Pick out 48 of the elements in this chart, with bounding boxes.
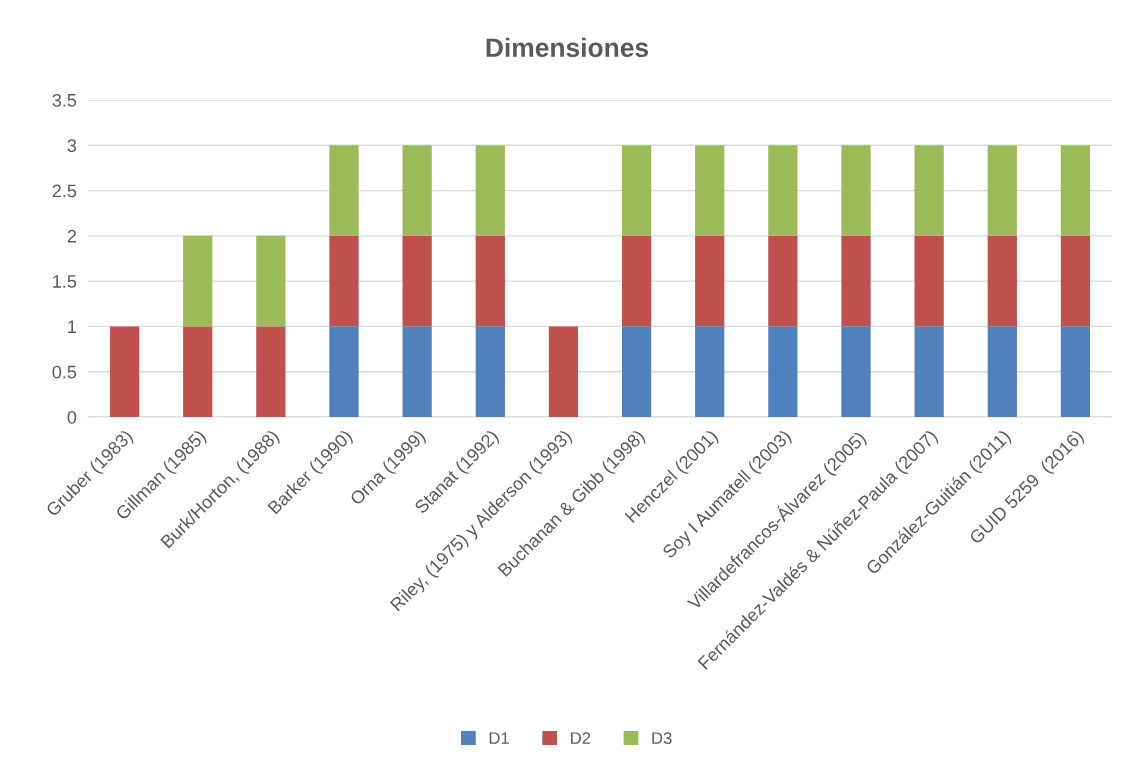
- bar: [1060, 326, 1091, 417]
- bar: [914, 326, 944, 417]
- bar: [548, 326, 579, 417]
- bar: [768, 326, 798, 417]
- bar: [768, 235, 798, 327]
- bar: [183, 326, 213, 417]
- y-tick-label: 1.5: [53, 275, 77, 288]
- bar: [109, 326, 140, 417]
- y-tick-label: 3.5: [52, 93, 77, 107]
- bar: [695, 326, 725, 417]
- y-tick-label: 2.5: [52, 184, 77, 198]
- bar: [695, 145, 725, 236]
- bar: [329, 326, 359, 417]
- bar: [621, 145, 652, 236]
- bar: [695, 235, 725, 327]
- y-tick-label: 1: [68, 320, 77, 333]
- bar: [841, 326, 871, 417]
- y-tick-label: 3: [67, 139, 77, 153]
- bar: [475, 326, 505, 417]
- bar: [914, 145, 944, 236]
- y-tick-label: 0: [67, 410, 77, 424]
- bar: [183, 235, 213, 327]
- y-tick-label: 2: [67, 229, 76, 243]
- bar: [987, 326, 1017, 417]
- bar: [475, 235, 505, 327]
- bar: [256, 235, 286, 327]
- bar: [402, 326, 432, 417]
- bar: [1060, 145, 1091, 236]
- y-tick-label: 0.5: [52, 365, 77, 379]
- bar: [841, 235, 871, 327]
- bar: [475, 145, 505, 236]
- bar: [621, 235, 652, 327]
- legend-label: D3: [652, 732, 672, 745]
- bar: [987, 145, 1017, 236]
- chart-title: Dimensiones: [486, 37, 649, 58]
- bar: [402, 235, 432, 327]
- bar: [256, 326, 286, 417]
- bar: [841, 145, 871, 236]
- legend-label: D1: [489, 732, 509, 744]
- bar: [329, 235, 359, 327]
- bar: [1060, 235, 1091, 327]
- bar: [987, 235, 1017, 327]
- bar: [768, 145, 798, 236]
- bar: [402, 145, 432, 236]
- bar: [329, 145, 359, 236]
- legend-label: D2: [571, 732, 591, 744]
- bar: [914, 235, 944, 327]
- bar: [621, 326, 652, 417]
